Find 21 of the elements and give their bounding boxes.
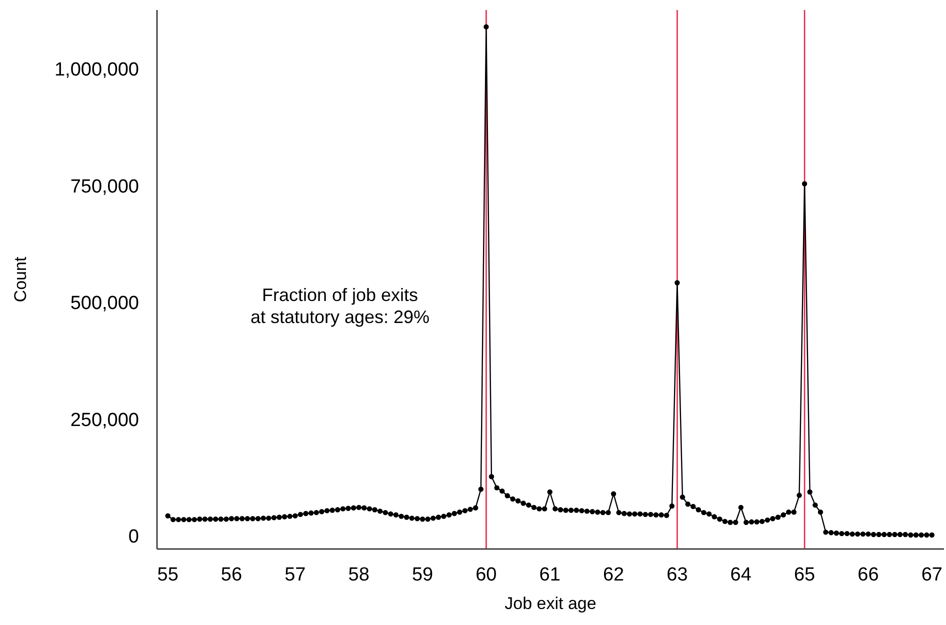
- x-axis-title: Job exit age: [504, 594, 596, 613]
- x-tick-label: 57: [284, 564, 306, 586]
- annotation: Fraction of job exits at statutory ages: 29%: [249, 284, 431, 328]
- x-tick-label: 59: [412, 564, 434, 586]
- y-tick-label: 250,000: [70, 410, 139, 431]
- x-tick-label: 67: [921, 564, 942, 586]
- x-tick-label: 58: [348, 564, 370, 586]
- x-tick-label: 55: [157, 564, 178, 586]
- x-tick-label: 60: [476, 564, 497, 586]
- y-axis-title: Count: [11, 256, 30, 302]
- y-tick-label: 500,000: [70, 293, 139, 314]
- y-tick-label: 750,000: [70, 176, 139, 198]
- x-tick-label: 64: [730, 564, 752, 586]
- x-tick-label: 62: [602, 564, 624, 586]
- y-tick-label: 1,000,000: [54, 60, 139, 81]
- x-tick-label: 66: [858, 564, 879, 586]
- x-tick-label: 61: [539, 564, 560, 586]
- x-tick-label: 65: [794, 564, 816, 586]
- x-tick-label: 63: [666, 564, 688, 586]
- x-tick-label: 56: [220, 564, 242, 586]
- y-tick-label: 0: [128, 526, 139, 548]
